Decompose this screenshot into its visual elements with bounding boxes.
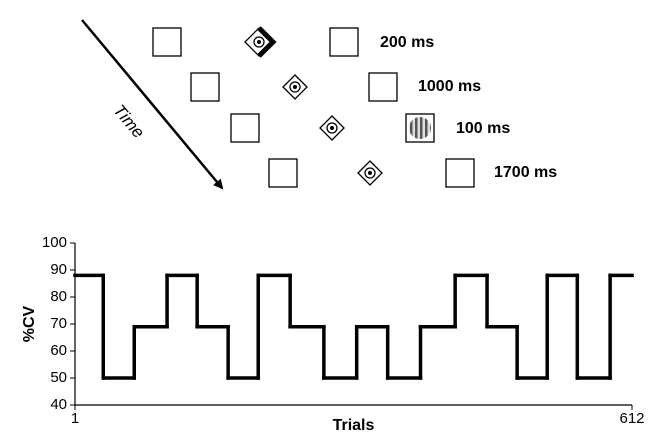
fixation-targets	[244, 26, 383, 186]
placeholders	[152, 27, 475, 188]
chart: 40 50 60 70 80 90 100 1 612 Trials %CV	[21, 234, 644, 434]
y-tick-label: 90	[50, 261, 67, 278]
duration-label: 200 ms	[380, 34, 434, 51]
y-tick-label: 100	[42, 234, 67, 251]
y-tick-label: 80	[50, 288, 67, 305]
y-tick-label: 50	[50, 369, 67, 386]
time-arrow	[81, 19, 224, 190]
x-axis-label: Trials	[333, 417, 375, 434]
y-axis-label: %CV	[21, 305, 38, 342]
trial-diagram: Time 200 ms 1000 ms 100 ms 1700 ms	[81, 19, 557, 190]
y-tick-label: 40	[50, 396, 67, 413]
duration-label: 100 ms	[456, 120, 510, 137]
duration-label: 1700 ms	[494, 164, 557, 181]
y-tick-label: 70	[50, 315, 67, 332]
duration-label: 1000 ms	[418, 78, 481, 95]
grating	[409, 117, 431, 139]
x-tick-label: 1	[71, 410, 79, 427]
y-tick-label: 60	[50, 342, 67, 359]
x-tick-label: 612	[619, 410, 644, 427]
time-label: Time	[109, 101, 148, 142]
